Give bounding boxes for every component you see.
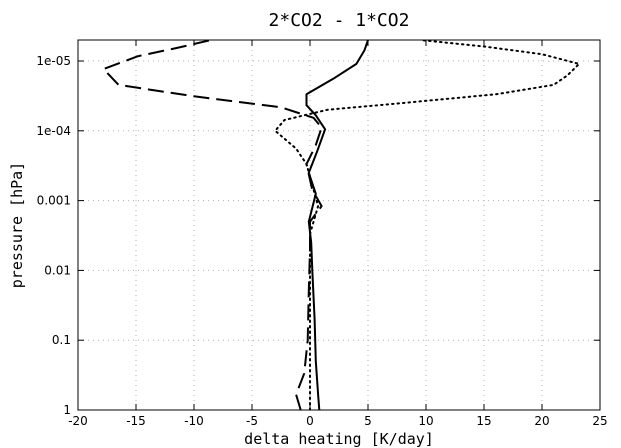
- y-tick-label: 1e-05: [36, 54, 71, 68]
- x-axis: -20 -15 -10 -5 0 5 10 15 20 25: [68, 40, 608, 428]
- x-tick-label: -10: [184, 414, 204, 428]
- x-tick-label: 5: [364, 414, 372, 428]
- chart-title: 2*CO2 - 1*CO2: [269, 10, 410, 31]
- y-axis-label: pressure [hPa]: [8, 162, 26, 288]
- y-tick-label: 0.001: [37, 194, 71, 208]
- y-axis: 1e-05 1e-04 0.001 0.01 0.1 1: [36, 54, 600, 417]
- x-axis-label: delta heating [K/day]: [244, 430, 434, 448]
- plot-frame: [77, 39, 601, 411]
- y-tick-label: 1: [63, 403, 71, 417]
- x-tick-label: 20: [534, 414, 549, 428]
- y-tick-label: 0.1: [52, 333, 71, 347]
- x-tick-label: 10: [418, 414, 433, 428]
- x-tick-label: -15: [126, 414, 146, 428]
- x-tick-label: -5: [246, 414, 258, 428]
- y-tick-label: 1e-04: [36, 124, 71, 138]
- x-tick-label: 0: [306, 414, 314, 428]
- data-series: [102, 40, 581, 410]
- y-tick-label: 0.01: [44, 263, 71, 277]
- x-tick-label: 25: [592, 414, 607, 428]
- series-line-solid: [305, 40, 369, 410]
- series-line-dotted: [274, 40, 581, 410]
- grid-lines: [78, 40, 600, 410]
- series-line-long-dash: [102, 40, 323, 410]
- x-tick-label: -20: [68, 414, 88, 428]
- x-tick-label: 15: [476, 414, 491, 428]
